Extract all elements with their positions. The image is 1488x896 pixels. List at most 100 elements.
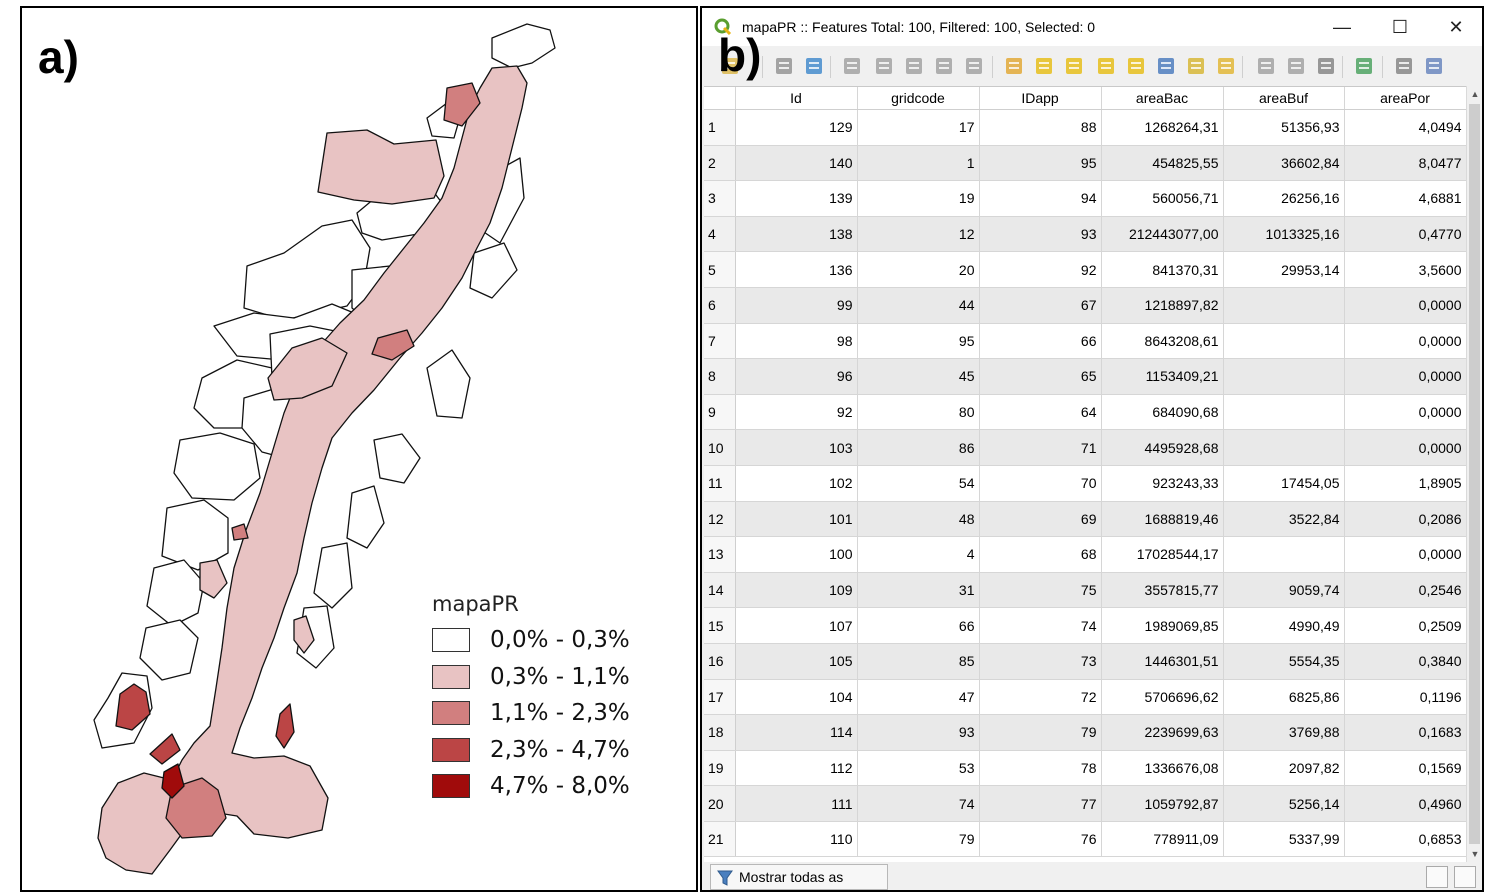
cell-areapor[interactable]: 0,1569 — [1344, 750, 1467, 787]
table-row[interactable]: 2 140 1 95 454825,55 36602,84 8,0477 — [704, 145, 1467, 182]
cell-areapor[interactable]: 3,5600 — [1344, 251, 1467, 288]
cell-areabac[interactable]: 3557815,77 — [1101, 572, 1224, 609]
row-number[interactable]: 11 — [704, 465, 736, 502]
cell-gridcode[interactable]: 54 — [857, 465, 980, 502]
cell-id[interactable]: 98 — [735, 323, 858, 360]
row-number[interactable]: 5 — [704, 251, 736, 288]
pan-to-selection-icon[interactable] — [1184, 54, 1208, 78]
row-number[interactable]: 19 — [704, 750, 736, 787]
cell-idapp[interactable]: 73 — [979, 643, 1102, 680]
cell-areapor[interactable]: 0,0000 — [1344, 287, 1467, 324]
cell-idapp[interactable]: 92 — [979, 251, 1102, 288]
cell-areabac[interactable]: 1688819,46 — [1101, 501, 1224, 538]
cell-gridcode[interactable]: 45 — [857, 358, 980, 395]
cell-areabuf[interactable]: 4990,49 — [1223, 607, 1345, 644]
column-header-areabac[interactable]: areaBac — [1101, 87, 1224, 110]
table-row[interactable]: 8 96 45 65 1153409,21 0,0000 — [704, 358, 1467, 395]
row-number[interactable]: 17 — [704, 679, 736, 716]
cell-idapp[interactable]: 67 — [979, 287, 1102, 324]
cell-id[interactable]: 96 — [735, 358, 858, 395]
table-row[interactable]: 11 102 54 70 923243,33 17454,05 1,8905 — [704, 465, 1467, 502]
cell-areabuf[interactable]: 6825,86 — [1223, 679, 1345, 716]
column-header-id[interactable]: Id — [735, 87, 858, 110]
cell-areabac[interactable]: 778911,09 — [1101, 821, 1224, 858]
table-row[interactable]: 7 98 95 66 8643208,61 0,0000 — [704, 323, 1467, 360]
table-row[interactable]: 14 109 31 75 3557815,77 9059,74 0,2546 — [704, 572, 1467, 609]
cell-areabac[interactable]: 2239699,63 — [1101, 714, 1224, 751]
table-row[interactable]: 20 111 74 77 1059792,87 5256,14 0,4960 — [704, 785, 1467, 822]
cell-idapp[interactable]: 65 — [979, 358, 1102, 395]
cell-areabac[interactable]: 684090,68 — [1101, 394, 1224, 431]
cell-areabac[interactable]: 1446301,51 — [1101, 643, 1224, 680]
cell-idapp[interactable]: 79 — [979, 714, 1102, 751]
actions-icon[interactable] — [1422, 54, 1446, 78]
cell-areabuf[interactable]: 3522,84 — [1223, 501, 1345, 538]
table-row[interactable]: 17 104 47 72 5706696,62 6825,86 0,1196 — [704, 679, 1467, 716]
deselect-icon[interactable] — [1094, 54, 1118, 78]
cell-areapor[interactable]: 8,0477 — [1344, 145, 1467, 182]
cell-areabac[interactable]: 1153409,21 — [1101, 358, 1224, 395]
cell-id[interactable]: 138 — [735, 216, 858, 253]
row-number[interactable]: 2 — [704, 145, 736, 182]
table-row[interactable]: 3 139 19 94 560056,71 26256,16 4,6881 — [704, 180, 1467, 217]
table-row[interactable]: 15 107 66 74 1989069,85 4990,49 0,2509 — [704, 607, 1467, 644]
cell-areapor[interactable]: 0,2086 — [1344, 501, 1467, 538]
cell-areabac[interactable]: 841370,31 — [1101, 251, 1224, 288]
delete-field-icon[interactable] — [1284, 54, 1308, 78]
cell-areabac[interactable]: 5706696,62 — [1101, 679, 1224, 716]
cell-gridcode[interactable]: 74 — [857, 785, 980, 822]
cell-areapor[interactable]: 0,4960 — [1344, 785, 1467, 822]
cell-gridcode[interactable]: 31 — [857, 572, 980, 609]
scrollbar-thumb[interactable] — [1469, 104, 1480, 844]
cell-gridcode[interactable]: 48 — [857, 501, 980, 538]
cell-gridcode[interactable]: 53 — [857, 750, 980, 787]
cell-areapor[interactable]: 4,0494 — [1344, 109, 1467, 146]
vertical-scrollbar[interactable]: ▲ ▼ — [1466, 86, 1482, 862]
cell-gridcode[interactable]: 20 — [857, 251, 980, 288]
minimize-button[interactable]: — — [1333, 17, 1351, 37]
cell-id[interactable]: 105 — [735, 643, 858, 680]
cell-id[interactable]: 101 — [735, 501, 858, 538]
cell-areabuf[interactable]: 29953,14 — [1223, 251, 1345, 288]
cell-id[interactable]: 100 — [735, 536, 858, 573]
row-number[interactable]: 1 — [704, 109, 736, 146]
cell-areabuf[interactable] — [1223, 536, 1345, 573]
cell-gridcode[interactable]: 4 — [857, 536, 980, 573]
row-number[interactable]: 18 — [704, 714, 736, 751]
attribute-table[interactable]: Id gridcode IDapp areaBac areaBuf areaPo… — [704, 86, 1482, 863]
cell-areabac[interactable]: 1059792,87 — [1101, 785, 1224, 822]
reload-icon[interactable] — [802, 54, 826, 78]
row-number[interactable]: 3 — [704, 180, 736, 217]
cell-areabuf[interactable]: 2097,82 — [1223, 750, 1345, 787]
cell-areabac[interactable]: 212443077,00 — [1101, 216, 1224, 253]
cell-id[interactable]: 109 — [735, 572, 858, 609]
cell-areabuf[interactable]: 5256,14 — [1223, 785, 1345, 822]
cell-areabuf[interactable]: 17454,05 — [1223, 465, 1345, 502]
cell-idapp[interactable]: 74 — [979, 607, 1102, 644]
cell-areabuf[interactable]: 9059,74 — [1223, 572, 1345, 609]
cell-id[interactable]: 114 — [735, 714, 858, 751]
cell-areabuf[interactable]: 1013325,16 — [1223, 216, 1345, 253]
cell-id[interactable]: 129 — [735, 109, 858, 146]
table-row[interactable]: 19 112 53 78 1336676,08 2097,82 0,1569 — [704, 750, 1467, 787]
form-view-icon[interactable] — [1426, 866, 1448, 888]
column-header-areapor[interactable]: areaPor — [1344, 87, 1467, 110]
cell-idapp[interactable]: 78 — [979, 750, 1102, 787]
cell-idapp[interactable]: 72 — [979, 679, 1102, 716]
cell-areapor[interactable]: 0,1196 — [1344, 679, 1467, 716]
cell-areabac[interactable]: 454825,55 — [1101, 145, 1224, 182]
cell-areabac[interactable]: 1989069,85 — [1101, 607, 1224, 644]
cell-areapor[interactable]: 0,3840 — [1344, 643, 1467, 680]
cell-id[interactable]: 139 — [735, 180, 858, 217]
row-number[interactable]: 10 — [704, 429, 736, 466]
cell-areabac[interactable]: 8643208,61 — [1101, 323, 1224, 360]
cell-areabuf[interactable]: 5337,99 — [1223, 821, 1345, 858]
move-selection-top-icon[interactable] — [1154, 54, 1178, 78]
table-row[interactable]: 21 110 79 76 778911,09 5337,99 0,6853 — [704, 821, 1467, 858]
row-number[interactable]: 9 — [704, 394, 736, 431]
table-row[interactable]: 9 92 80 64 684090,68 0,0000 — [704, 394, 1467, 431]
cell-areabuf[interactable] — [1223, 287, 1345, 324]
cell-id[interactable]: 103 — [735, 429, 858, 466]
table-row[interactable]: 16 105 85 73 1446301,51 5554,35 0,3840 — [704, 643, 1467, 680]
cell-gridcode[interactable]: 79 — [857, 821, 980, 858]
